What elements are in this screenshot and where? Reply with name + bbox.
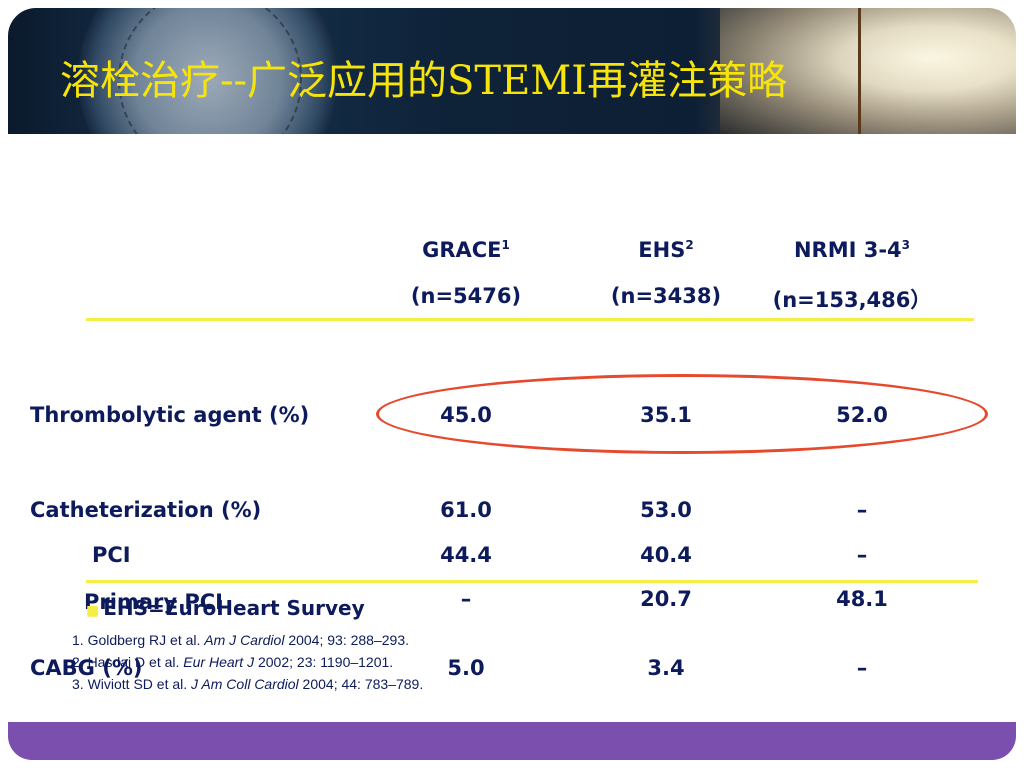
- row-label-thrombolytic: Thrombolytic agent (%): [30, 403, 310, 427]
- iv-drip-image: [720, 8, 1016, 134]
- row-label-primary-pci: Primary PCI: [84, 590, 223, 614]
- row-value: 53.0: [640, 498, 692, 522]
- column-header-ehs: EHS2: [638, 238, 694, 262]
- survey-note: ■ EHS=EuroHeart Survey: [86, 596, 365, 620]
- reference-2: 2. Hasdai D et al. Eur Heart J 2002; 23:…: [72, 654, 394, 670]
- footer-bar: [8, 722, 1016, 760]
- column-header-grace: GRACE1: [422, 238, 510, 262]
- iv-tube-image: [858, 8, 861, 134]
- row-value: 48.1: [836, 587, 888, 611]
- bullet-icon: ■: [86, 603, 100, 619]
- column-n-grace: (n=5476): [410, 284, 522, 308]
- row-value: 61.0: [440, 498, 492, 522]
- row-value: 5.0: [447, 656, 485, 680]
- header-banner: [8, 8, 1016, 134]
- row-label-pci: PCI: [92, 543, 131, 567]
- row-value: –: [460, 587, 472, 611]
- row-value: 44.4: [440, 543, 492, 567]
- row-label-catheterization: Catheterization (%): [30, 498, 262, 522]
- column-n-nrmi: (n=153,486）: [772, 288, 932, 312]
- row-value: 20.7: [640, 587, 692, 611]
- section-rule: [86, 580, 978, 583]
- slide-title: 溶栓治疗--广泛应用的STEMI再灌注策略: [60, 58, 788, 104]
- gauge-dial-image: [118, 8, 302, 134]
- row-value: 3.4: [647, 656, 685, 680]
- header-rule: [86, 318, 974, 321]
- column-n-ehs: (n=3438): [610, 284, 722, 308]
- reference-3: 3. Wiviott SD et al. J Am Coll Cardiol 2…: [72, 676, 424, 692]
- row-value: 40.4: [640, 543, 692, 567]
- row-value: –: [856, 543, 868, 567]
- row-label-cabg: CABG (%): [30, 656, 143, 680]
- row-value: –: [856, 656, 868, 680]
- reference-1: 1. Goldberg RJ et al. Am J Cardiol 2004;…: [72, 632, 409, 648]
- column-header-nrmi: NRMI 3-43: [793, 238, 911, 262]
- row-value: –: [856, 498, 868, 522]
- highlight-ellipse: [376, 374, 988, 454]
